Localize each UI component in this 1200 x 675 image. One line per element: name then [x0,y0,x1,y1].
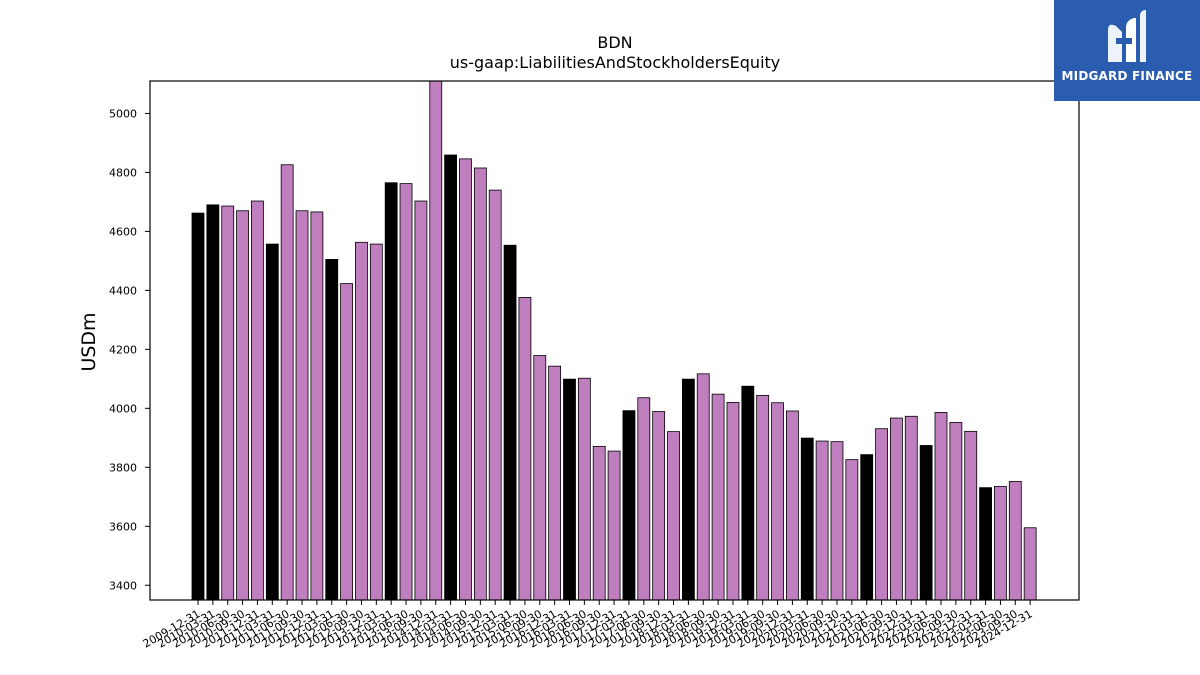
bar [577,377,591,601]
bar [444,154,458,601]
bar [726,402,740,601]
bar [771,402,784,601]
bar [667,431,680,601]
bar [488,189,502,601]
bar [206,204,220,601]
bar [384,182,398,601]
bar [503,244,517,601]
y-tick-label: 4600 [109,225,137,238]
bar [533,355,547,601]
y-tick-label: 3600 [109,520,137,533]
y-tick-label: 4000 [109,402,137,415]
x-axis: 2009-12-312010-03-312010-06-302010-09-30… [141,600,1035,651]
bar [473,167,487,601]
bar [592,445,606,601]
midgard-finance-logo: MIDGARD FINANCE [1054,0,1200,101]
bar [295,210,309,601]
bar [310,211,324,601]
bar [919,445,933,601]
bar [711,393,725,601]
bar [1008,481,1022,601]
bar [890,417,903,601]
bar [518,297,532,601]
bar [652,411,666,601]
bar [221,205,235,601]
bar [637,397,651,601]
bar [265,243,279,601]
bar [280,164,294,601]
bar [786,410,799,601]
brand-name: MIDGARD FINANCE [1061,69,1193,83]
bar [399,183,413,601]
bar [994,486,1007,601]
y-tick-label: 3800 [109,461,137,474]
bar [696,373,710,601]
y-axis-label: USDm [78,312,100,371]
midgard-m-logo-icon [1108,10,1146,63]
bar [979,487,992,601]
bar [904,415,918,601]
bar [429,80,443,601]
bar [875,428,888,601]
bar [548,365,562,601]
y-tick-label: 4800 [109,166,137,179]
y-tick-label: 5000 [109,107,137,120]
bar [191,212,205,601]
bar [756,394,770,601]
bar [355,241,368,601]
bar [934,412,948,601]
bar [949,422,963,601]
plot-frame [149,80,1080,601]
y-axis: 3400 3600 3800 4000 4200 4400 4600 4800 5000 [109,107,150,592]
y-tick-label: 3400 [109,579,137,592]
bar [414,200,428,601]
bar [459,158,472,601]
bar [860,454,874,601]
bar [815,440,829,601]
bar [563,378,576,601]
bar [607,450,621,601]
chart-title: BDN [597,33,632,52]
bar [1023,527,1037,601]
bar [845,459,859,601]
bar [622,410,636,601]
bar [830,441,844,601]
bar [681,378,695,601]
bar [340,283,354,601]
bar [251,200,264,601]
bar [369,243,383,601]
bar-series [191,80,1037,601]
y-tick-label: 4400 [109,284,137,297]
bar [236,210,249,601]
bar [964,430,978,601]
bar [800,437,814,601]
y-tick-label: 4200 [109,343,137,356]
chart-subtitle: us-gaap:LiabilitiesAndStockholdersEquity [450,53,781,72]
bar [741,385,755,601]
bar [325,259,339,601]
